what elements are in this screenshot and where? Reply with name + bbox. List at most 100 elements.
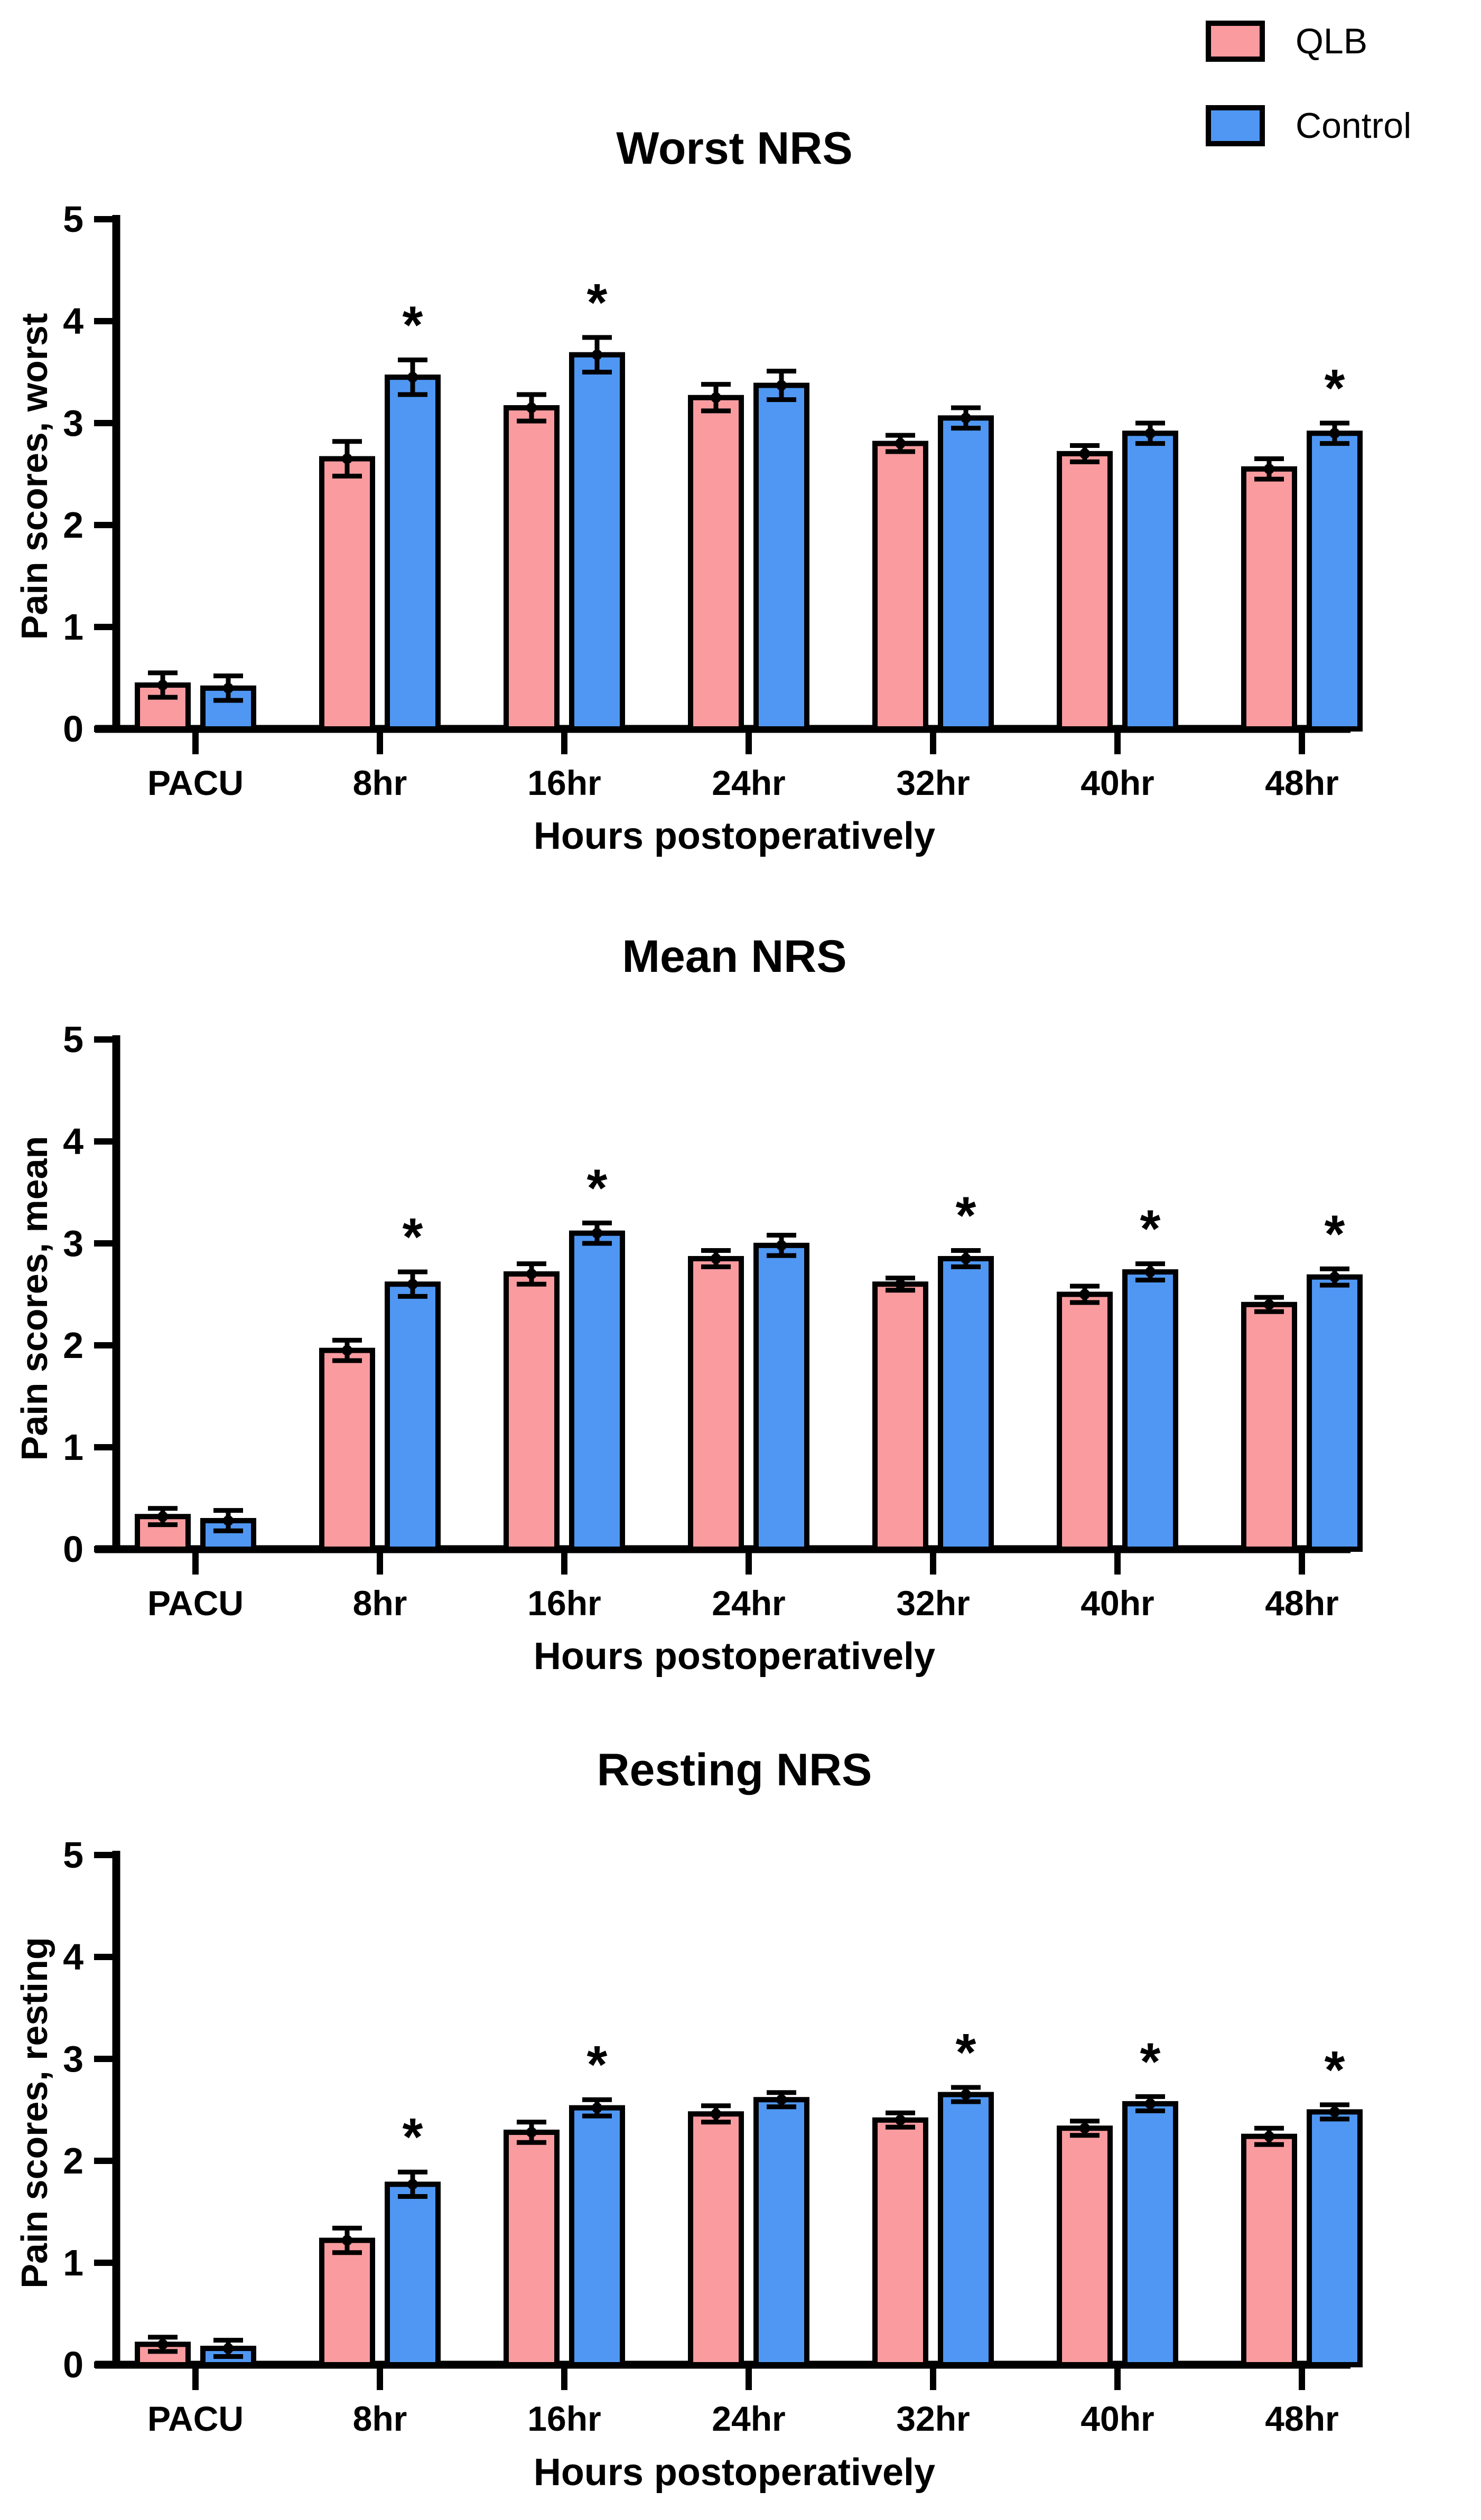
chart-2-ytick-label-3: 3 — [63, 2038, 83, 2079]
chart-0-bar-control-8hr — [385, 374, 441, 732]
chart-0-xtick-label-8hr: 8hr — [353, 763, 407, 802]
chart-0-bar-control-16hr — [569, 352, 625, 732]
legend-item-qlb: QLB — [1206, 20, 1411, 62]
chart-1-sig-marker-8hr: * — [403, 1207, 423, 1267]
chart-2-bar-qlb-24hr — [688, 2111, 744, 2367]
chart-0-sig-marker-8hr: * — [403, 295, 423, 354]
qlb-swatch — [1206, 21, 1265, 62]
chart-1-ytick-label-5: 5 — [63, 1019, 83, 1060]
chart-2-bar-control-8hr — [385, 2181, 441, 2368]
chart-1-mean-dot-control-24hr — [776, 1240, 787, 1251]
chart-2-xtick-label-40hr: 40hr — [1081, 2399, 1154, 2438]
chart-2-bar-control-32hr — [938, 2092, 994, 2368]
chart-2-mean-dot-control-pacu — [223, 2343, 234, 2354]
chart-2-bar-qlb-40hr — [1057, 2125, 1113, 2367]
chart-1-xtick-label-48hr: 48hr — [1265, 1584, 1338, 1623]
chart-2-bar-qlb-pacu — [135, 2341, 191, 2367]
chart-2-bar-control-48hr — [1307, 2109, 1363, 2368]
chart-0-sig-marker-16hr: * — [587, 273, 608, 332]
chart-1-bar-control-24hr — [753, 1242, 809, 1552]
chart-1-mean-dot-qlb-48hr — [1264, 1299, 1274, 1310]
chart-1-xtick-label-40hr: 40hr — [1081, 1584, 1154, 1623]
chart-1-sig-marker-40hr: * — [1140, 1200, 1161, 1259]
chart-0-bar-qlb-8hr — [319, 456, 375, 732]
chart-2-mean-dot-control-40hr — [1145, 2098, 1156, 2109]
chart-1-mean-dot-control-16hr — [592, 1228, 602, 1239]
chart-1-bar-control-40hr — [1122, 1269, 1178, 1552]
chart-2-ytick-label-1: 1 — [63, 2242, 83, 2283]
chart-0-mean-dot-control-48hr — [1329, 428, 1340, 439]
chart-0-mean-dot-control-8hr — [407, 372, 418, 383]
control-swatch — [1206, 105, 1265, 146]
chart-0-mean-dot-control-pacu — [223, 682, 234, 694]
chart-2-y-axis-label: Pain scores, resting — [14, 1937, 55, 2289]
chart-1-xtick-label-8hr: 8hr — [353, 1584, 407, 1623]
chart-2-x-axis-label: Hours postoperatively — [533, 2451, 936, 2494]
chart-0-ytick-label-5: 5 — [63, 199, 83, 240]
chart-1-mean-dot-control-8hr — [407, 1279, 418, 1290]
chart-0-x-axis-label: Hours postoperatively — [533, 815, 936, 857]
chart-2-mean-dot-qlb-pacu — [157, 2339, 168, 2350]
chart-0-bar-qlb-16hr — [504, 405, 560, 732]
chart-0-xtick-label-16hr: 16hr — [527, 763, 601, 802]
chart-0-bar-qlb-24hr — [688, 395, 744, 732]
chart-1-xtick-label-PACU: PACU — [147, 1584, 244, 1623]
chart-2-sig-marker-16hr: * — [587, 2035, 608, 2094]
chart-1-mean-dot-control-32hr — [961, 1253, 971, 1264]
chart-1-mean-dot-qlb-24hr — [711, 1253, 721, 1264]
chart-2-mean-dot-qlb-8hr — [342, 2235, 352, 2246]
chart-0-ytick-label-0: 0 — [63, 708, 83, 750]
chart-2-xtick-label-8hr: 8hr — [353, 2399, 407, 2438]
chart-2-mean-dot-qlb-48hr — [1264, 2131, 1274, 2142]
chart-2-xtick-label-24hr: 24hr — [712, 2399, 785, 2438]
chart-2-ytick-label-4: 4 — [63, 1936, 83, 1978]
chart-0-mean-dot-qlb-16hr — [526, 402, 537, 414]
chart-0-mean-dot-control-24hr — [776, 380, 787, 391]
chart-2-mean-dot-control-32hr — [961, 2089, 971, 2100]
chart-1-mean-dot-qlb-16hr — [526, 1268, 537, 1279]
chart-1-ytick-label-0: 0 — [63, 1529, 83, 1570]
chart-0-xtick-label-48hr: 48hr — [1265, 763, 1338, 802]
chart-1-sig-marker-16hr: * — [587, 1158, 608, 1217]
chart-1-mean-dot-control-40hr — [1145, 1267, 1156, 1278]
chart-1-title: Mean NRS — [622, 931, 847, 982]
chart-0-ytick-label-3: 3 — [63, 402, 83, 444]
chart-1-sig-marker-32hr: * — [956, 1186, 976, 1245]
chart-2-mean-dot-control-16hr — [592, 2102, 602, 2113]
chart-1-ytick-label-2: 2 — [63, 1325, 83, 1366]
chart-0-sig-marker-48hr: * — [1325, 359, 1345, 418]
chart-2-xtick-label-32hr: 32hr — [896, 2399, 970, 2438]
chart-2-bar-qlb-8hr — [319, 2237, 375, 2368]
chart-1-bar-control-8hr — [385, 1281, 441, 1552]
chart-0-mean-dot-control-16hr — [592, 349, 602, 360]
legend-item-control: Control — [1206, 105, 1411, 147]
chart-0-xtick-label-32hr: 32hr — [896, 763, 970, 802]
chart-2-mean-dot-qlb-16hr — [526, 2126, 537, 2138]
legend: QLB Control — [1206, 20, 1411, 189]
chart-1-mean-dot-control-48hr — [1329, 1271, 1340, 1282]
chart-2-sig-marker-32hr: * — [956, 2023, 976, 2082]
chart-0-bar-qlb-32hr — [872, 441, 928, 732]
chart-0-y-axis-label: Pain scores, worst — [14, 313, 55, 640]
chart-2-sig-marker-40hr: * — [1140, 2032, 1161, 2091]
chart-0-bar-control-24hr — [753, 382, 809, 732]
legend-label-control: Control — [1296, 106, 1412, 146]
chart-0-mean-dot-qlb-32hr — [895, 438, 906, 449]
chart-2-bar-qlb-16hr — [504, 2129, 560, 2367]
chart-0-ytick-label-1: 1 — [63, 606, 83, 648]
chart-2-mean-dot-control-48hr — [1329, 2106, 1340, 2118]
chart-1-bar-qlb-40hr — [1057, 1291, 1113, 1552]
chart-0-mean-dot-control-40hr — [1145, 428, 1156, 439]
chart-0-xtick-label-PACU: PACU — [147, 763, 244, 802]
chart-2-mean-dot-qlb-32hr — [895, 2114, 906, 2125]
chart-1-mean-dot-qlb-pacu — [157, 1511, 168, 1522]
chart-0-xtick-label-40hr: 40hr — [1081, 763, 1154, 802]
chart-0-mean-dot-qlb-8hr — [342, 453, 352, 464]
chart-2-title: Resting NRS — [597, 1745, 872, 1795]
chart-1-x-axis-label: Hours postoperatively — [533, 1635, 936, 1678]
chart-0-bar-control-32hr — [938, 415, 994, 732]
chart-0-mean-dot-qlb-pacu — [157, 680, 168, 691]
chart-1-ytick-label-4: 4 — [63, 1121, 83, 1162]
